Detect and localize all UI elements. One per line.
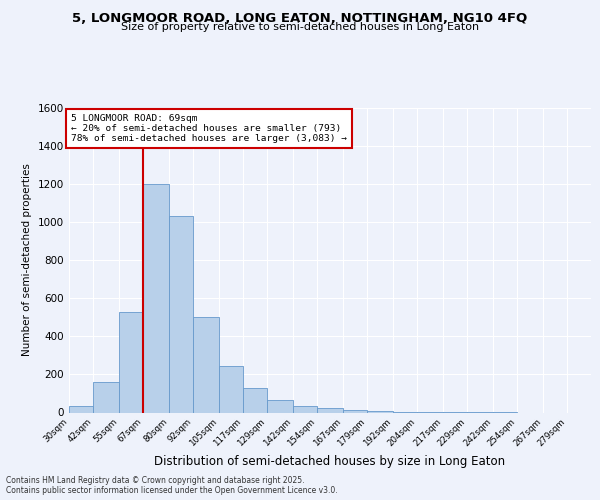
Bar (343, 410, 367, 412)
Text: Contains HM Land Registry data © Crown copyright and database right 2025.
Contai: Contains HM Land Registry data © Crown c… (6, 476, 338, 495)
Bar (119, 312, 143, 412)
Bar (293, 406, 317, 412)
Bar (69, 406, 93, 412)
X-axis label: Distribution of semi-detached houses by size in Long Eaton: Distribution of semi-detached houses by … (154, 456, 506, 468)
Bar (267, 400, 293, 412)
Bar (367, 410, 393, 412)
Bar (169, 216, 193, 412)
Text: 5 LONGMOOR ROAD: 69sqm
← 20% of semi-detached houses are smaller (793)
78% of se: 5 LONGMOOR ROAD: 69sqm ← 20% of semi-det… (71, 114, 347, 144)
Bar (93, 382, 119, 412)
Text: 5, LONGMOOR ROAD, LONG EATON, NOTTINGHAM, NG10 4FQ: 5, LONGMOOR ROAD, LONG EATON, NOTTINGHAM… (73, 12, 527, 26)
Bar (219, 366, 243, 412)
Text: Size of property relative to semi-detached houses in Long Eaton: Size of property relative to semi-detach… (121, 22, 479, 32)
Bar (143, 184, 169, 412)
Bar (317, 408, 343, 412)
Y-axis label: Number of semi-detached properties: Number of semi-detached properties (22, 164, 32, 356)
Bar (243, 388, 267, 412)
Bar (193, 317, 219, 412)
